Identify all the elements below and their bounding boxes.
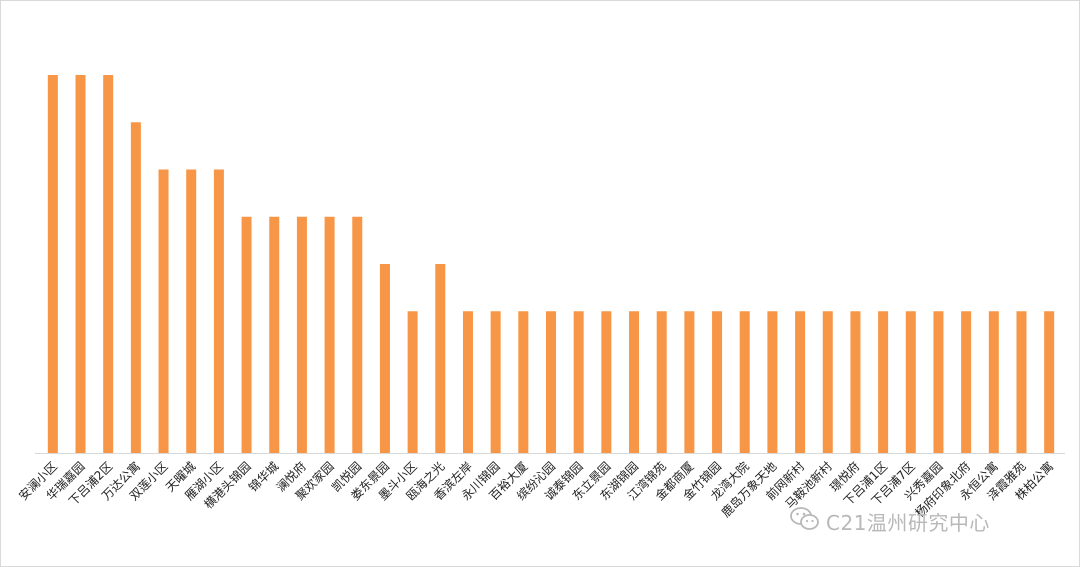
bar-9 — [269, 216, 280, 453]
wechat-icon — [790, 506, 820, 537]
bar-19 — [546, 311, 556, 453]
bar-11 — [324, 216, 335, 453]
bar-13 — [379, 264, 390, 453]
bar-14 — [407, 311, 418, 453]
bar-16 — [462, 311, 473, 453]
bars-group — [47, 75, 1055, 453]
bar-30 — [850, 311, 861, 453]
bar-15 — [435, 264, 446, 453]
bar-8 — [241, 216, 252, 453]
x-tick-label: 锦华城 — [246, 459, 281, 494]
bar-2 — [75, 75, 86, 453]
bar-36 — [1016, 311, 1027, 453]
bar-12 — [352, 216, 363, 453]
bar-4 — [130, 122, 141, 453]
bar-7 — [213, 169, 224, 453]
watermark: C21温州研究中心 — [790, 506, 990, 537]
bar-34 — [961, 311, 972, 453]
bar-28 — [795, 311, 806, 453]
bar-6 — [186, 169, 197, 453]
bar-1 — [47, 75, 58, 453]
bar-3 — [103, 75, 114, 453]
bar-37 — [1044, 311, 1055, 453]
bar-10 — [296, 216, 307, 453]
bar-21 — [601, 311, 612, 453]
watermark-text: C21温州研究中心 — [826, 511, 990, 535]
bar-29 — [822, 311, 833, 453]
bar-31 — [878, 311, 889, 453]
bar-20 — [573, 311, 584, 453]
bar-22 — [629, 311, 640, 453]
bar-17 — [490, 311, 501, 453]
bar-32 — [905, 311, 916, 453]
bar-35 — [988, 311, 999, 453]
bar-18 — [518, 311, 529, 453]
bar-23 — [656, 311, 667, 453]
bar-26 — [739, 311, 750, 453]
bar-5 — [158, 169, 169, 453]
bar-24 — [684, 311, 695, 453]
bar-27 — [767, 311, 778, 453]
bar-33 — [933, 311, 944, 453]
bar-25 — [712, 311, 723, 453]
